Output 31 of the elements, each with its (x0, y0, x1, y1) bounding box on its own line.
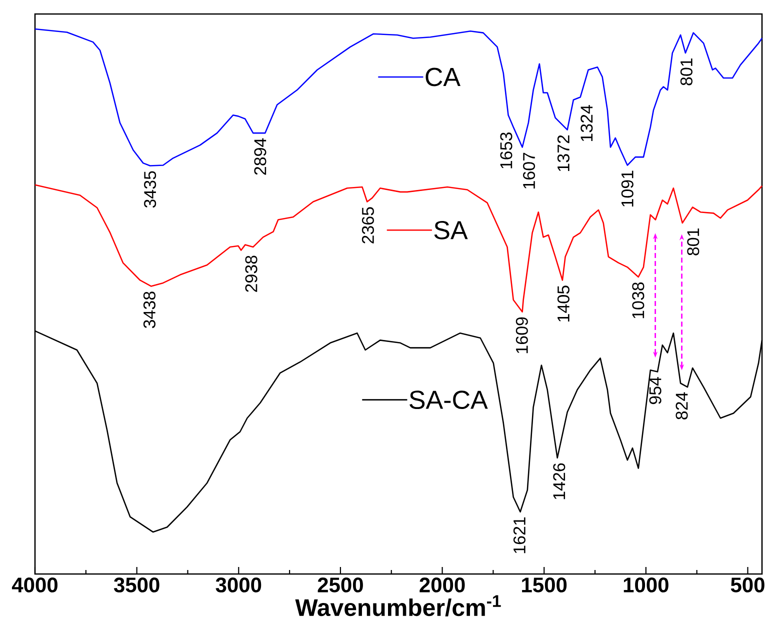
x-tick-label: 3000 (216, 578, 262, 592)
annotation: 2938 (245, 256, 258, 292)
x-axis-title: Wavenumber/cm$^{-1}$ (295, 595, 501, 616)
annotation: 1405 (557, 286, 570, 322)
annotation: 3435 (144, 171, 156, 208)
annotation: 1607 (523, 152, 536, 188)
annotation: 824 (676, 392, 688, 420)
annotation: 2365 (362, 207, 374, 244)
legend-label: SA (434, 220, 468, 240)
annotation: 954 (649, 377, 662, 404)
annotation: 801 (680, 58, 692, 86)
annotation: 1091 (621, 170, 634, 206)
x-tick-label: 4000 (12, 578, 58, 592)
annotation: 1653 (500, 132, 512, 168)
x-tick-label: 1000 (624, 578, 668, 592)
annotation: 1324 (580, 105, 593, 142)
annotation: 1038 (632, 282, 644, 318)
annotation: 1621 (513, 517, 526, 554)
legend-label: SA-CA (410, 390, 488, 410)
x-tick-label: 1500 (522, 578, 567, 592)
x-tick-label: 2500 (318, 578, 363, 592)
annotation: 2894 (254, 138, 266, 175)
x-tick-label: 2000 (420, 578, 465, 592)
annotation: 1426 (553, 463, 566, 500)
annotation: 1372 (557, 135, 570, 172)
annotation: 3438 (143, 292, 156, 328)
x-tick-label: 3500 (114, 578, 160, 592)
annotation: 1609 (516, 317, 528, 354)
annotation: 801 (687, 228, 700, 256)
legend-label: CA (426, 68, 460, 86)
x-tick-label: 500 (730, 578, 764, 592)
